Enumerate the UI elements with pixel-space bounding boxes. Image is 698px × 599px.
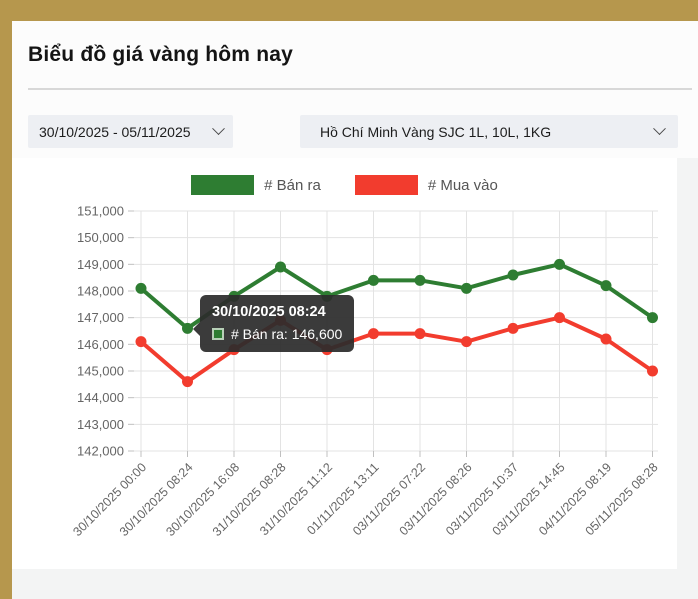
svg-text:144,000: 144,000 bbox=[77, 390, 124, 405]
buy-series-label: # Mua vào bbox=[427, 176, 498, 194]
svg-text:150,000: 150,000 bbox=[77, 230, 124, 245]
svg-text:151,000: 151,000 bbox=[77, 204, 124, 219]
chevron-down-icon bbox=[212, 122, 225, 136]
content-card: Biểu đồ giá vàng hôm nay 30/10/2025 - 05… bbox=[12, 21, 698, 599]
chart-legend: # Bán ra # Mua vào bbox=[12, 175, 677, 195]
tooltip-title: 30/10/2025 08:24 bbox=[212, 304, 326, 320]
price-chart[interactable]: 151,000 150,000 149,000 148,000 147,000 146,0… bbox=[12, 158, 677, 569]
date-range-value: 30/10/2025 - 05/11/2025 bbox=[39, 123, 191, 140]
sell-series-label: # Bán ra bbox=[264, 176, 321, 194]
svg-text:149,000: 149,000 bbox=[77, 257, 124, 272]
svg-text:147,000: 147,000 bbox=[77, 310, 124, 325]
svg-text:148,000: 148,000 bbox=[77, 284, 124, 299]
y-axis-labels: 151,000 150,000 149,000 148,000 147,000 146,0… bbox=[77, 204, 124, 459]
page-title: Biểu đồ giá vàng hôm nay bbox=[28, 43, 294, 66]
chart-panel: 151,000 150,000 149,000 148,000 147,000 146,0… bbox=[12, 158, 677, 569]
market-select-value: Hồ Chí Minh Vàng SJC 1L, 10L, 1KG bbox=[320, 123, 552, 140]
tooltip-series-swatch-icon bbox=[212, 328, 224, 340]
chevron-down-icon bbox=[653, 122, 666, 136]
svg-text:142,000: 142,000 bbox=[77, 444, 124, 459]
date-range-dropdown[interactable]: 30/10/2025 - 05/11/2025 bbox=[28, 115, 233, 148]
buy-series-swatch bbox=[354, 175, 418, 195]
sell-series-swatch bbox=[191, 175, 255, 195]
svg-text:143,000: 143,000 bbox=[77, 417, 124, 432]
tooltip-row: # Bán ra: 146,600 bbox=[212, 326, 342, 342]
market-select-dropdown[interactable]: Hồ Chí Minh Vàng SJC 1L, 10L, 1KG bbox=[300, 115, 678, 148]
tooltip-caret bbox=[193, 322, 200, 336]
chart-tooltip: 30/10/2025 08:24 # Bán ra: 146,600 bbox=[193, 295, 355, 352]
tooltip-value: # Bán ra: 146,600 bbox=[231, 326, 343, 342]
header-divider bbox=[28, 88, 692, 90]
header-section: Biểu đồ giá vàng hôm nay 30/10/2025 - 05… bbox=[12, 21, 698, 158]
svg-text:145,000: 145,000 bbox=[77, 364, 124, 379]
legend-item-ban-ra[interactable]: # Bán ra bbox=[191, 175, 321, 195]
svg-text:146,000: 146,000 bbox=[77, 337, 124, 352]
legend-item-mua-vao[interactable]: # Mua vào bbox=[354, 175, 498, 195]
